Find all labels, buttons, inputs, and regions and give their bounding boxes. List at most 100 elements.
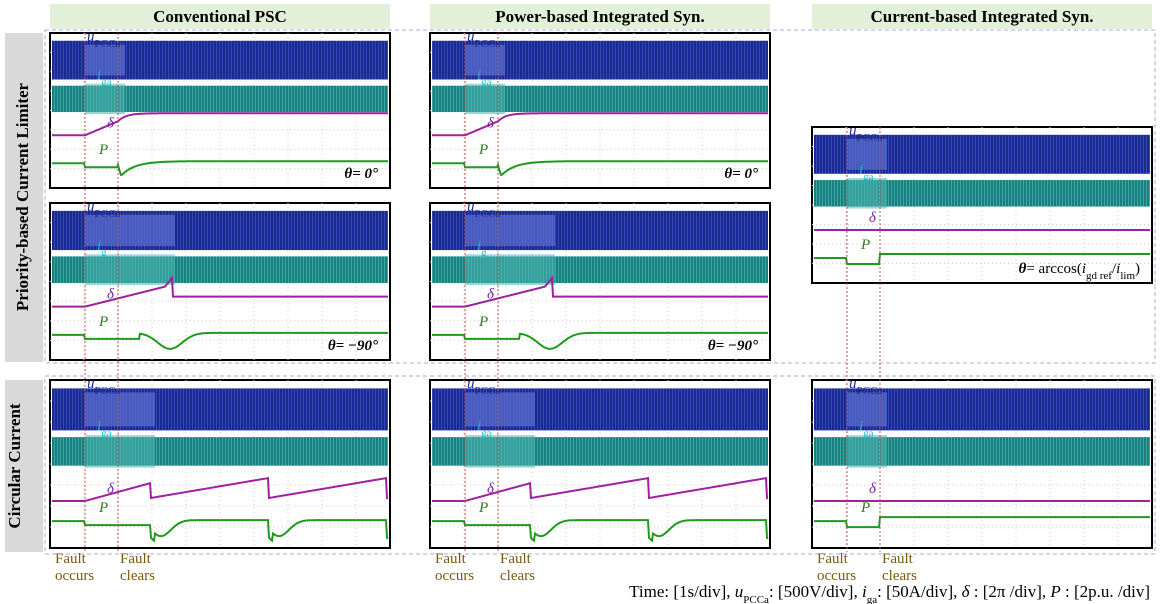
current-trace-fault — [465, 254, 555, 285]
label-part: PCCa — [95, 38, 121, 50]
label-part: u — [849, 123, 857, 139]
label-part: u — [467, 199, 475, 215]
label: P — [98, 142, 108, 158]
label-part: θ — [344, 166, 352, 182]
label-part: u — [849, 376, 857, 392]
label-part: ga — [863, 171, 874, 183]
voltage-trace-fault — [85, 392, 155, 426]
label-part: PCCa — [743, 594, 769, 604]
label-part: u — [87, 199, 95, 215]
current-trace-fault — [465, 435, 535, 468]
label-part: δ — [107, 287, 115, 303]
label-part: u — [87, 376, 95, 392]
current-trace-fault — [847, 435, 887, 468]
label: P — [860, 237, 870, 253]
label: δ — [487, 481, 495, 497]
label-part: P — [98, 500, 108, 516]
label-part: P — [1049, 582, 1060, 601]
label-part: P — [98, 142, 108, 158]
fault-annotation: Fault — [817, 551, 849, 567]
label: δ — [487, 287, 495, 303]
label-part: = −90° — [716, 338, 758, 354]
label: P — [98, 314, 108, 330]
label-part: P — [860, 500, 870, 516]
label: θ= −90° — [708, 338, 758, 354]
column-header: Conventional PSC — [153, 7, 287, 26]
label: θ= 0° — [344, 166, 378, 182]
label-part: = arccos( — [1026, 261, 1082, 277]
label: θ= 0° — [724, 166, 758, 182]
label: δ — [869, 210, 877, 226]
label-part: δ — [107, 115, 115, 131]
label: δ — [869, 481, 877, 497]
label-part: u — [735, 582, 744, 601]
figure: Priority-based Current Limiter Circular … — [0, 0, 1160, 604]
voltage-trace-fault — [847, 392, 887, 426]
column-header: Current-based Integrated Syn. — [870, 7, 1093, 26]
label-part: = −90° — [336, 338, 378, 354]
label: δ — [107, 287, 115, 303]
label-part: = 0° — [732, 166, 758, 182]
label: θ= −90° — [328, 338, 378, 354]
label-part: : [50A/div], — [877, 582, 962, 601]
voltage-trace-fault — [465, 392, 535, 426]
label: P — [860, 500, 870, 516]
fault-annotation: occurs — [55, 568, 94, 584]
label: P — [98, 500, 108, 516]
label-part: PCCa — [95, 385, 121, 397]
label: P — [478, 314, 488, 330]
row-label-part: Circular Current — [5, 403, 24, 528]
fault-annotation: clears — [120, 568, 155, 584]
row-label: Circular Current — [5, 403, 24, 528]
column-header: Power-based Integrated Syn. — [495, 7, 705, 26]
label-part: = 0° — [352, 166, 378, 182]
label-part: θ — [708, 338, 716, 354]
label-part: PCCa — [475, 38, 501, 50]
label-part: ga — [101, 427, 112, 439]
label-part: P — [478, 142, 488, 158]
fault-annotation: Fault — [500, 551, 532, 567]
label-part: PCCa — [857, 385, 883, 397]
footer: Time: [1s/div], uPCCa: [500V/div], iga: … — [629, 582, 1150, 604]
fault-annotation: clears — [500, 568, 535, 584]
label-part: u — [467, 29, 475, 45]
label-part: ga — [481, 77, 492, 89]
label-part: δ — [869, 481, 877, 497]
label-part: PCCa — [95, 208, 121, 220]
label-part: PCCa — [475, 208, 501, 220]
label-part: δ — [487, 287, 495, 303]
label-part: ga — [481, 427, 492, 439]
fault-annotation: occurs — [435, 568, 474, 584]
current-trace-fault — [85, 435, 155, 468]
label-part: P — [98, 314, 108, 330]
fault-annotation: Fault — [435, 551, 467, 567]
row-label: Priority-based Current Limiter — [13, 82, 32, 311]
label-part: gd ref — [1086, 270, 1112, 282]
label: δ — [487, 115, 495, 131]
label-part: δ — [107, 481, 115, 497]
label-part: δ — [487, 115, 495, 131]
label-part: ga — [863, 427, 874, 439]
label: P — [478, 500, 488, 516]
label-part: : [2p.u. /div] — [1061, 582, 1150, 601]
label: δ — [107, 481, 115, 497]
label-part: PCCa — [475, 385, 501, 397]
label-part: lim — [1120, 270, 1135, 282]
label-part: P — [478, 314, 488, 330]
label: P — [478, 142, 488, 158]
label: δ — [107, 115, 115, 131]
label-part: θ — [724, 166, 732, 182]
label-part: ) — [1135, 261, 1140, 277]
label-part: ga — [867, 594, 878, 604]
current-trace-fault — [85, 254, 175, 285]
fault-annotation: Fault — [120, 551, 152, 567]
label-part: : [2π /div], — [970, 582, 1051, 601]
label-part: g — [101, 247, 107, 259]
fault-annotation: Fault — [55, 551, 87, 567]
label-part: Time: [1s/div], — [629, 582, 735, 601]
label-part: δ — [869, 210, 877, 226]
label-part: g — [481, 247, 487, 259]
label-part: : [500V/div], — [769, 582, 862, 601]
label-part: ga — [101, 77, 112, 89]
label-part: P — [860, 237, 870, 253]
